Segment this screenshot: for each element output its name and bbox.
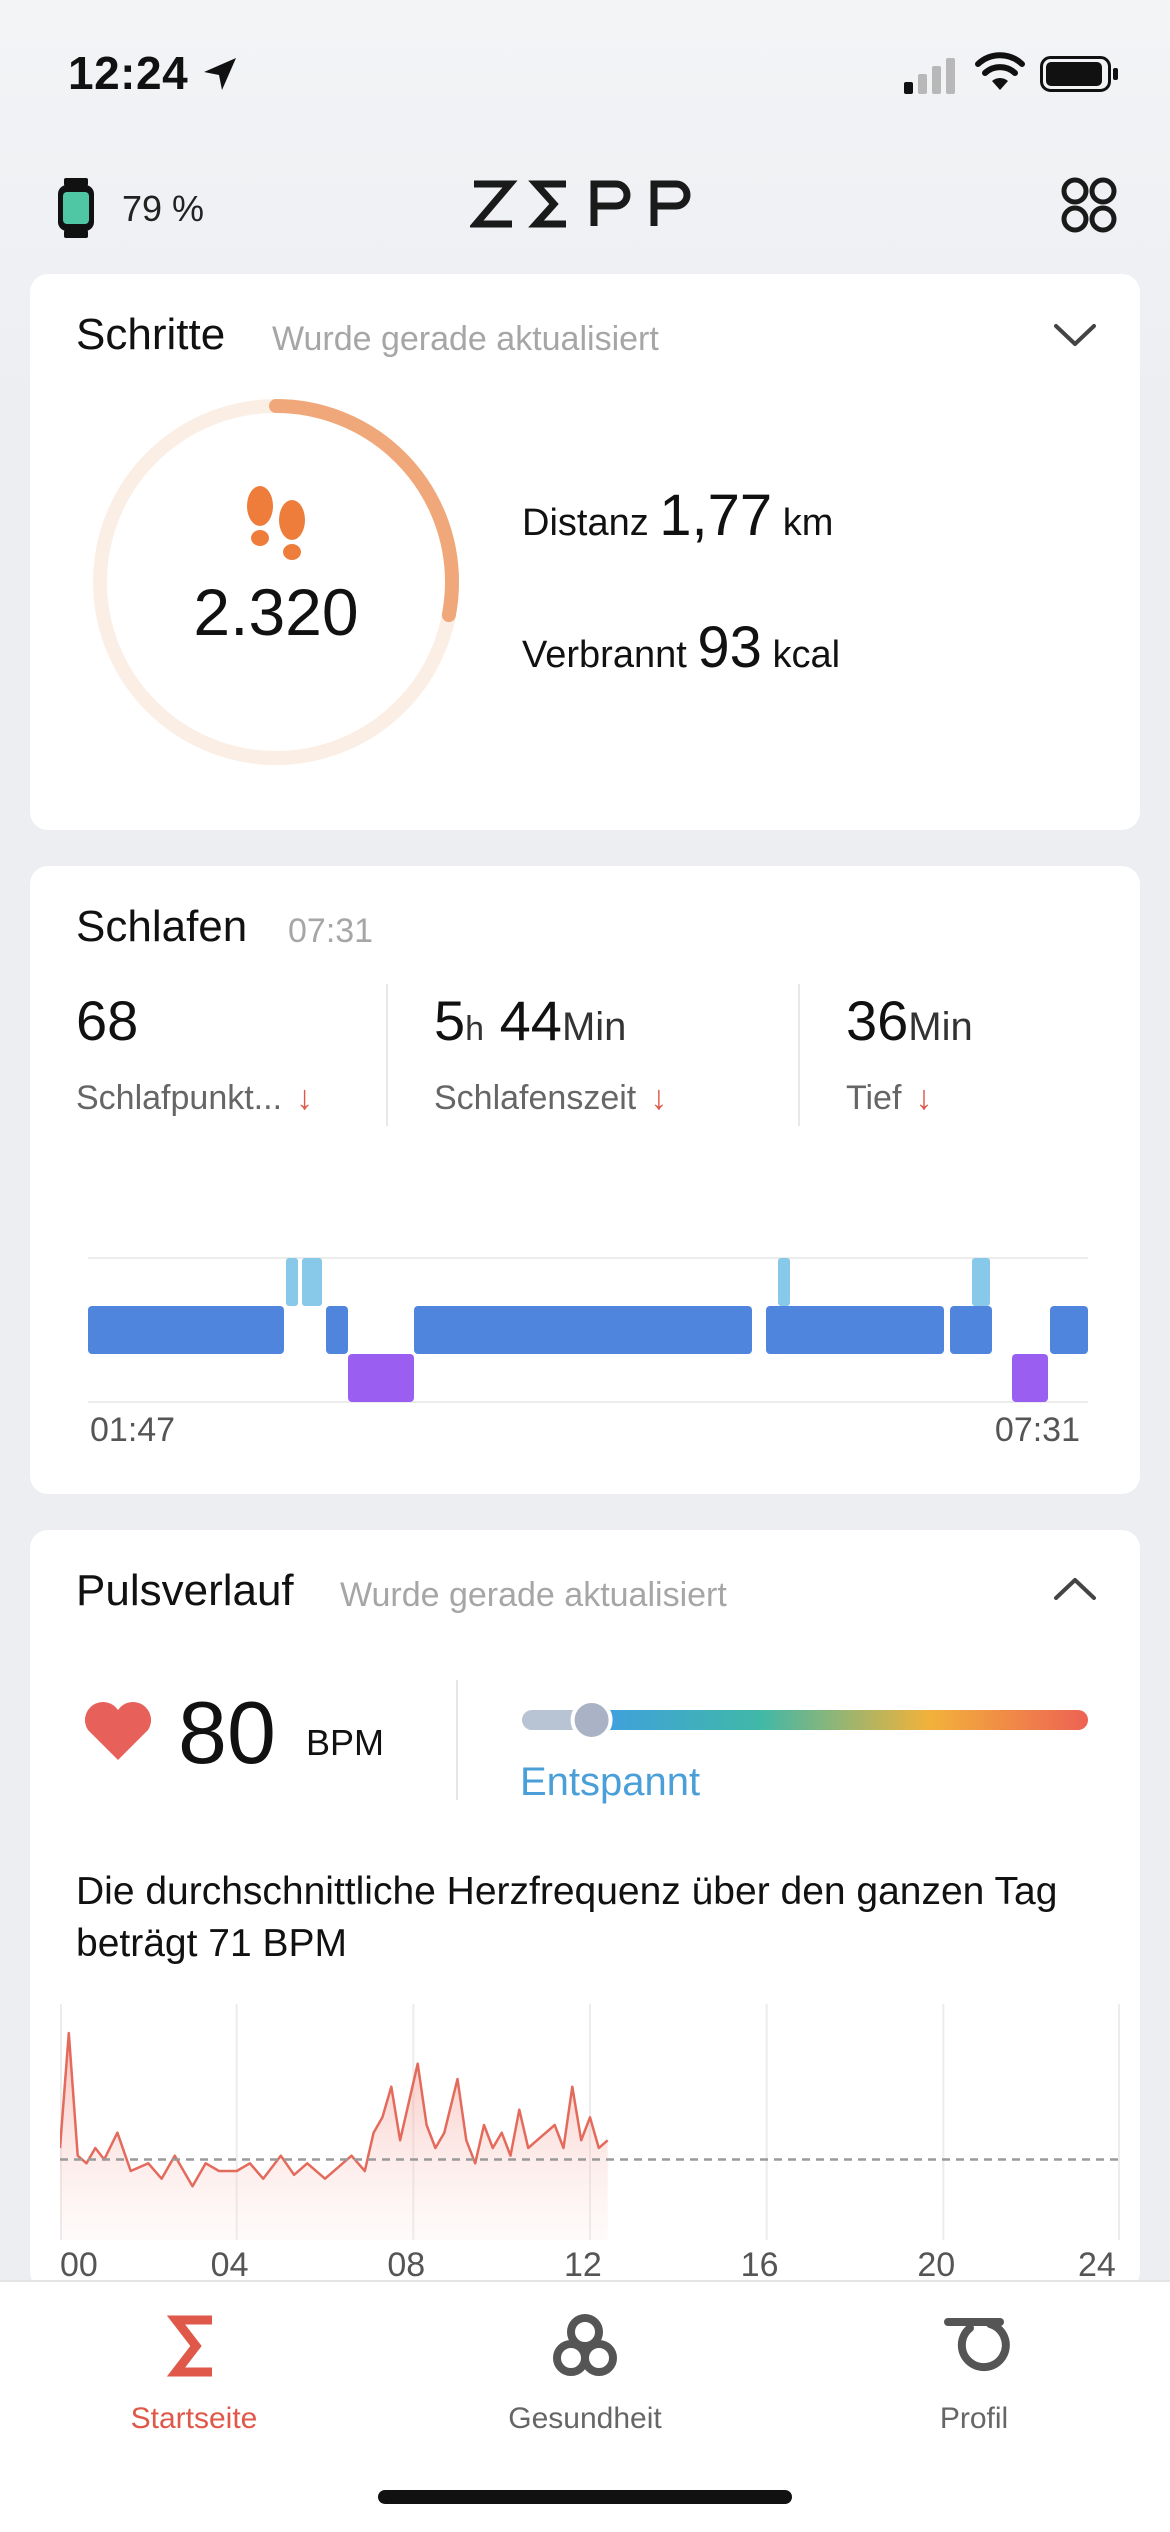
sleep-awake-segment — [972, 1258, 990, 1306]
sleep-duration-label: Schlafenszeit — [434, 1079, 637, 1117]
distance-value: 1,77 — [659, 483, 773, 548]
tab-label: Profil — [939, 2402, 1009, 2435]
heart-zone-label: Entspannt — [520, 1760, 701, 1804]
down-arrow-icon: ↓ — [915, 1079, 933, 1117]
hr-tick-label: 12 — [564, 2246, 602, 2284]
steps-progress-arc — [93, 399, 459, 765]
sleep-time: 07:31 — [288, 912, 374, 950]
zone-indicator-knob — [570, 1700, 613, 1740]
hr-area — [60, 2033, 608, 2240]
burned-unit: kcal — [772, 634, 841, 676]
status-bar: 12:24 — [0, 0, 1170, 150]
hr-line — [60, 2031, 609, 2188]
heart-icon — [84, 1701, 152, 1760]
sleep-awake-segment — [286, 1258, 298, 1306]
sleep-card[interactable]: Schlafen 07:31 68 Schlafpunkt... ↓ 5h 44M… — [30, 866, 1140, 1494]
sleep-deep-segment — [348, 1354, 414, 1402]
steps-subtitle: Wurde gerade aktualisiert — [272, 320, 659, 358]
chevron-up-icon[interactable] — [1050, 1572, 1100, 1606]
sleep-awake-segment — [302, 1258, 322, 1306]
watch-battery-level: 79 % — [122, 188, 205, 229]
sleep-duration: 5h 44Min Schlafenszeit ↓ — [434, 988, 667, 1118]
pulse-card[interactable]: Pulsverlauf Wurde gerade aktualisiert 80… — [30, 1530, 1140, 2290]
cellular-signal-icon — [904, 58, 955, 94]
sleep-deep-unit: Min — [908, 1005, 973, 1049]
sleep-light-segment — [88, 1306, 284, 1354]
footsteps-icon — [247, 486, 305, 560]
sleep-minutes-value: 44 — [499, 989, 562, 1052]
chevron-down-icon[interactable] — [1050, 318, 1100, 352]
steps-progress-ring — [93, 399, 459, 765]
divider — [456, 1680, 458, 1800]
tab-profil[interactable]: Profil — [844, 2306, 1104, 2436]
heart-rate-chart — [60, 2004, 1120, 2240]
sleep-end-time: 07:31 — [994, 1411, 1080, 1449]
sleep-score-label: Schlafpunkt... — [76, 1079, 283, 1117]
distance-label: Distanz — [522, 502, 649, 544]
status-time: 12:24 — [68, 47, 189, 99]
sleep-light-segment — [326, 1306, 348, 1354]
sleep-deep-label: Tief — [846, 1079, 902, 1117]
steps-title: Schritte — [76, 310, 226, 359]
apps-grid-icon[interactable] — [1060, 176, 1118, 234]
sleep-light-segment — [414, 1306, 752, 1354]
hr-tick-label: 24 — [1078, 2246, 1116, 2284]
sleep-score-value: 68 — [76, 989, 139, 1052]
sleep-minutes-unit: Min — [561, 1005, 627, 1049]
hr-tick-label: 20 — [917, 2246, 956, 2284]
tab-label: Startseite — [130, 2402, 258, 2435]
pulse-subtitle: Wurde gerade aktualisiert — [340, 1576, 727, 1614]
sleep-awake-segment — [778, 1258, 790, 1306]
distance-row: Distanz 1,77 km — [522, 482, 833, 549]
hr-tick-label: 16 — [740, 2246, 779, 2284]
steps-count: 2.320 — [193, 575, 359, 649]
sleep-light-segment — [766, 1306, 944, 1354]
sleep-deep: 36Min Tief ↓ — [846, 988, 973, 1118]
divider — [798, 984, 800, 1126]
tab-startseite[interactable]: Startseite — [64, 2306, 324, 2436]
phone-battery-icon — [1040, 56, 1118, 92]
burned-value: 93 — [697, 615, 762, 680]
hr-tick-label: 08 — [387, 2246, 426, 2284]
sleep-stage-chart — [88, 1257, 1088, 1403]
sleep-light-segment — [1050, 1306, 1088, 1354]
down-arrow-icon: ↓ — [650, 1079, 668, 1117]
bpm-value: 80 — [178, 1683, 276, 1782]
zepp-logo — [470, 180, 691, 228]
hr-tick-label: 00 — [60, 2246, 98, 2284]
sleep-score: 68 Schlafpunkt... ↓ — [76, 988, 313, 1118]
burned-label: Verbrannt — [522, 634, 687, 676]
bpm-unit: BPM — [306, 1722, 385, 1763]
down-arrow-icon: ↓ — [296, 1079, 314, 1117]
pulse-title: Pulsverlauf — [76, 1566, 294, 1615]
sleep-deep-segment — [1012, 1354, 1048, 1402]
sleep-start-time: 01:47 — [90, 1411, 176, 1449]
distance-unit: km — [782, 502, 834, 544]
burned-row: Verbrannt 93 kcal — [522, 614, 840, 681]
sleep-deep-value: 36 — [846, 989, 909, 1052]
health-icon — [553, 2314, 617, 2376]
sigma-home-icon — [166, 2315, 212, 2377]
heart-zone-bar — [522, 1700, 1088, 1740]
home-indicator — [378, 2490, 792, 2504]
sleep-hours-unit: h — [465, 1010, 485, 1048]
profile-icon — [944, 2318, 1010, 2372]
tab-label: Gesundheit — [508, 2402, 662, 2435]
sleep-title: Schlafen — [76, 902, 248, 951]
average-hr-text: Die durchschnittliche Herzfrequenz über … — [76, 1870, 1058, 1965]
hr-tick-label: 04 — [210, 2246, 249, 2284]
divider — [386, 984, 388, 1126]
location-arrow-icon — [204, 58, 236, 90]
sleep-light-segment — [950, 1306, 992, 1354]
steps-card[interactable]: Schritte Wurde gerade aktualisiert 2.320… — [30, 274, 1140, 830]
tab-gesundheit[interactable]: Gesundheit — [455, 2306, 715, 2436]
sleep-hours-value: 5 — [434, 989, 466, 1052]
wifi-icon — [975, 52, 1025, 90]
watch-icon[interactable] — [56, 178, 96, 238]
